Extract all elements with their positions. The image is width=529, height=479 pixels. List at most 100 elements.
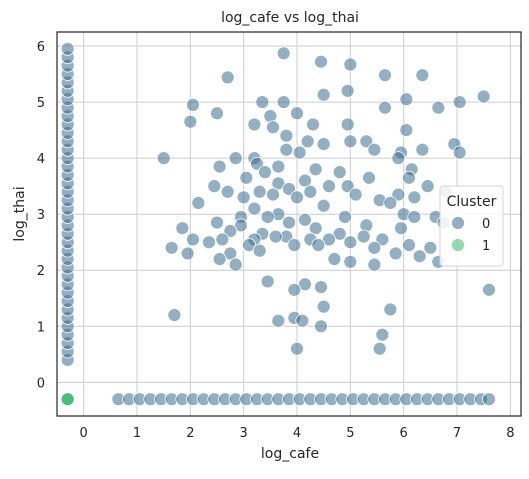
data-point-cluster-0: [290, 341, 304, 356]
data-point-cluster-0: [402, 238, 416, 252]
y-axis-label: log_thai: [12, 186, 28, 241]
data-point-cluster-0: [279, 128, 294, 143]
data-point-cluster-0: [268, 229, 283, 244]
data-point-cluster-0: [167, 308, 182, 322]
chart-title: log_cafe vs log_thai: [221, 10, 359, 26]
data-point-cluster-0: [314, 319, 328, 334]
data-point-cluster-0: [343, 134, 358, 149]
data-point-cluster-0: [223, 224, 238, 238]
data-point-cluster-0: [407, 210, 422, 224]
y-tick-label: 5: [37, 96, 45, 111]
legend-entry: 0: [482, 217, 490, 232]
data-point-cluster-0: [239, 170, 254, 185]
data-point-cluster-0: [271, 176, 286, 191]
data-point-cluster-0: [340, 117, 355, 132]
data-point-cluster-0: [156, 151, 171, 166]
data-point-cluster-0: [362, 170, 376, 185]
data-point-cluster-0: [164, 240, 179, 255]
data-point-cluster-0: [359, 218, 374, 233]
data-point-cluster-0: [250, 156, 264, 171]
data-point-cluster-0: [327, 252, 342, 266]
data-point-cluster-0: [340, 83, 355, 98]
data-point-cluster-0: [175, 221, 190, 236]
data-point-cluster-0: [282, 215, 296, 230]
data-point-cluster-0: [186, 232, 200, 247]
data-point-cluster-0: [252, 243, 267, 258]
data-point-cluster-0: [423, 240, 438, 255]
data-point-cluster-0: [290, 190, 304, 205]
data-point-cluster-0: [476, 89, 491, 104]
data-point-cluster-0: [234, 218, 248, 233]
data-point-cluster-0: [348, 187, 363, 202]
data-point-cluster-0: [271, 159, 286, 174]
data-point-cluster-0: [372, 341, 387, 356]
data-point-cluster-0: [271, 313, 286, 328]
data-point-cluster-0: [298, 173, 312, 188]
data-point-cluster-0: [338, 210, 352, 224]
legend-entry: 1: [482, 239, 490, 254]
legend-marker-0: [451, 216, 465, 230]
data-point-cluster-0: [452, 145, 467, 160]
data-point-cluster-0: [186, 97, 200, 112]
data-point-cluster-0: [220, 184, 235, 199]
data-point-cluster-0: [383, 302, 398, 317]
data-point-cluster-0: [276, 95, 291, 109]
data-point-cluster-0: [316, 87, 331, 102]
y-tick-label: 4: [37, 152, 45, 167]
data-point-cluster-0: [258, 165, 272, 180]
y-tick-label: 6: [37, 40, 45, 55]
data-point-cluster-0: [282, 182, 296, 196]
data-point-cluster-0: [295, 313, 310, 328]
data-point-cluster-0: [343, 254, 358, 269]
data-point-cluster-0: [343, 57, 358, 72]
data-point-cluster-0: [415, 142, 430, 157]
data-point-cluster-0: [252, 184, 267, 199]
data-point-cluster-0: [207, 179, 222, 194]
data-point-cluster-0: [375, 232, 390, 247]
data-point-cluster-0: [191, 196, 206, 210]
data-point-cluster-0: [332, 165, 347, 180]
data-point-cluster-0: [300, 134, 315, 149]
data-point-cluster-0: [303, 184, 318, 199]
data-point-cluster-0: [343, 235, 358, 250]
data-point-cluster-0: [247, 117, 262, 132]
legend: Cluster 0 1: [439, 185, 504, 267]
data-point-cluster-0: [298, 212, 312, 227]
data-point-cluster-0: [316, 198, 331, 213]
data-point-cluster-0: [482, 282, 496, 297]
data-point-cluster-0: [340, 179, 355, 194]
data-point-cluster-0: [332, 226, 347, 241]
data-point-cluster-0: [212, 252, 227, 266]
data-point-cluster-0: [228, 151, 243, 166]
data-point-cluster-0: [266, 187, 280, 202]
data-point-cluster-0: [308, 221, 323, 236]
data-point-cluster-0: [287, 282, 302, 297]
x-tick-label: 6: [400, 426, 408, 441]
data-point-cluster-0: [298, 277, 312, 292]
data-point-cluster-0: [420, 179, 435, 194]
data-point-cluster-0: [399, 92, 414, 107]
x-tick-label: 8: [506, 426, 514, 441]
data-point-cluster-0: [287, 238, 302, 252]
data-point-cluster-0: [314, 280, 328, 294]
data-point-cluster-0: [215, 232, 230, 247]
data-point-cluster-0: [367, 257, 382, 272]
data-point-cluster-0: [367, 240, 382, 255]
data-point-cluster-0: [383, 196, 398, 210]
data-point-cluster-0: [279, 142, 294, 157]
y-tick-labels: 0 1 2 3 4 5 6: [37, 40, 45, 391]
data-point-cluster-0: [276, 46, 291, 61]
data-point-cluster-0: [311, 238, 326, 252]
x-tick-label: 7: [453, 426, 461, 441]
data-point-cluster-1: [60, 392, 75, 407]
data-point-cluster-0: [308, 162, 323, 177]
plot-frame: [56, 31, 522, 417]
legend-title: Cluster: [447, 194, 497, 210]
data-point-cluster-0: [378, 68, 392, 83]
data-point-cluster-0: [306, 117, 320, 132]
x-axis-label: log_cafe: [261, 446, 319, 462]
data-point-cluster-0: [316, 299, 331, 314]
data-point-cluster-0: [431, 100, 446, 115]
x-tick-labels: 0 1 2 3 4 5 6 7 8: [80, 426, 515, 441]
